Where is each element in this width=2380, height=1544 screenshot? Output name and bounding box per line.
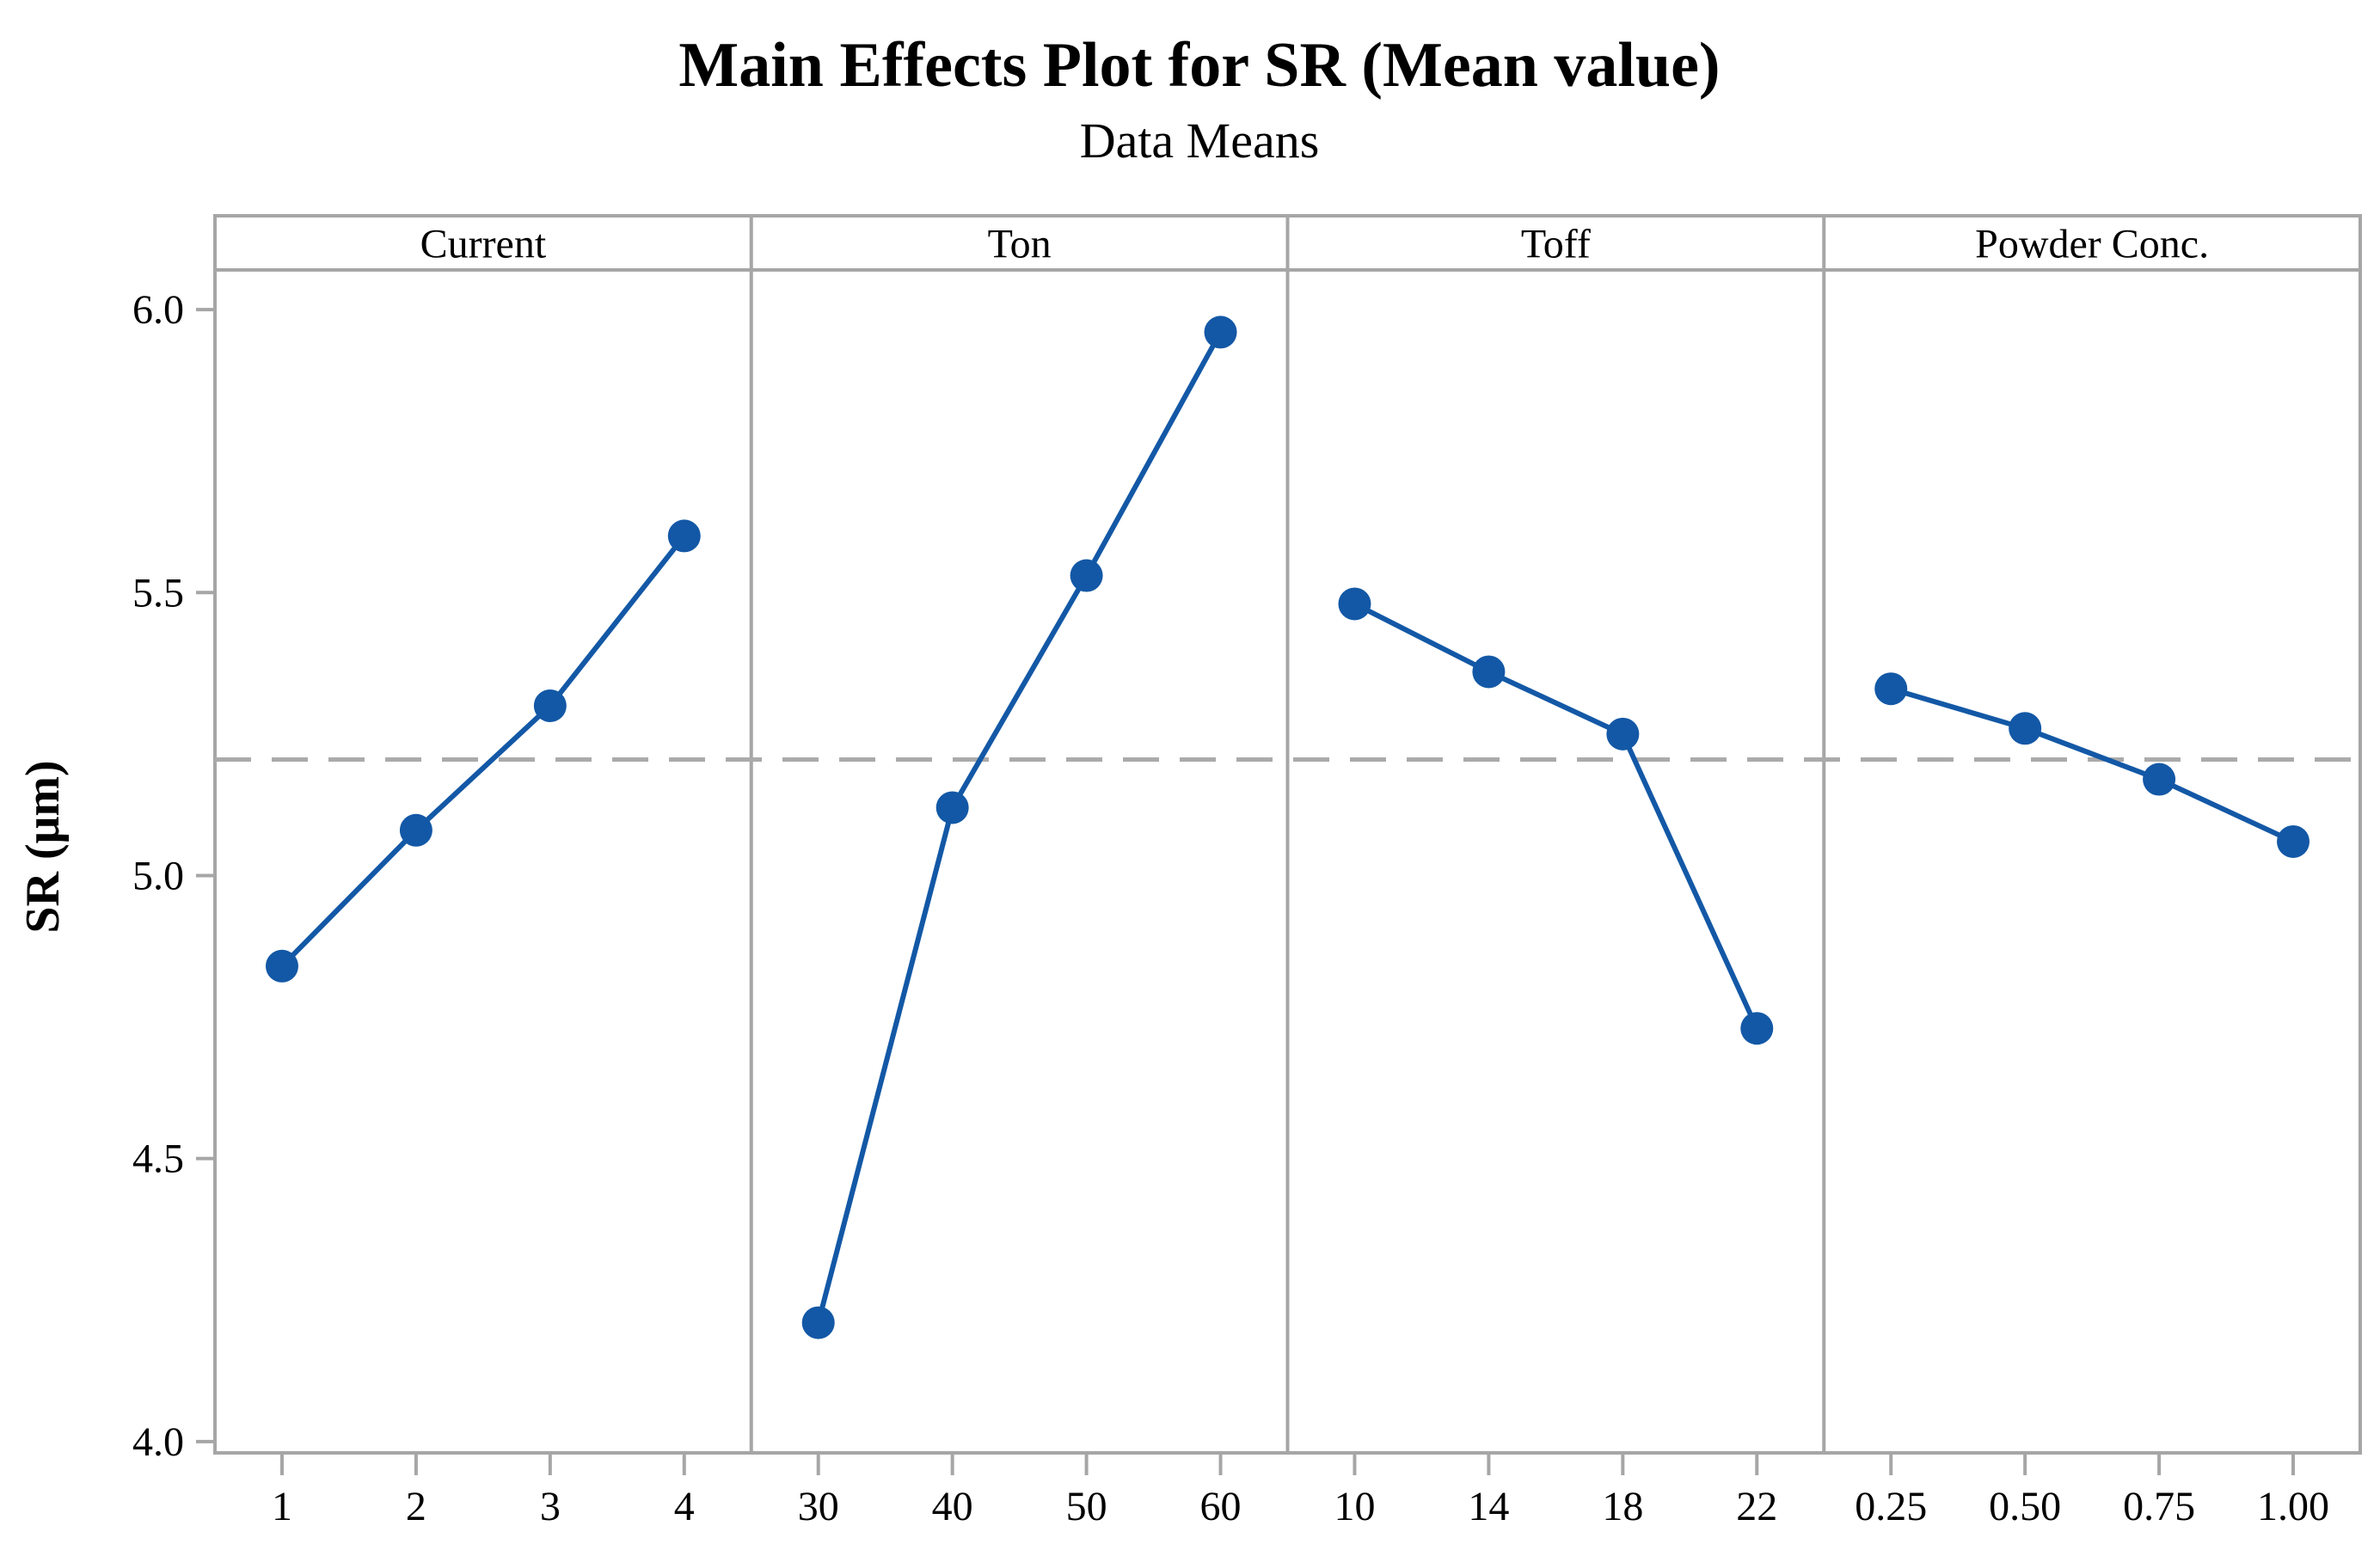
panel-header-label: Toff: [1521, 222, 1591, 267]
x-tick-label: 60: [1200, 1484, 1242, 1529]
series-line: [1353, 601, 1760, 1030]
data-point-marker: [265, 949, 298, 983]
y-tick-label: 4.0: [132, 1419, 184, 1465]
data-point-marker: [2143, 763, 2176, 796]
y-tick-label: 4.5: [132, 1137, 184, 1182]
x-axis-ticks-group: 1 2 3 4 30 40 50 60 10 14 18 22 0.25 0.50 0.75 1.00: [272, 1453, 2329, 1529]
x-tick-label: 10: [1334, 1484, 1375, 1529]
data-point-marker: [533, 689, 567, 722]
data-point-marker: [1606, 717, 1640, 751]
series-line: [815, 330, 1224, 1324]
series-line: [279, 534, 687, 968]
x-tick-label: 0.75: [2123, 1484, 2195, 1529]
series-line: [1890, 686, 2295, 844]
x-tick-label: 1: [272, 1484, 292, 1529]
x-tick-label: 18: [1602, 1484, 1643, 1529]
data-series-group: [265, 316, 2310, 1339]
data-point-marker: [1204, 316, 1237, 349]
y-tick-label: 5.0: [132, 853, 184, 898]
y-tick-label: 6.0: [132, 287, 184, 333]
data-point-marker: [1472, 655, 1506, 689]
x-tick-label: 0.25: [1855, 1484, 1927, 1529]
panel-header-label: Ton: [988, 222, 1052, 267]
data-point-marker: [1338, 587, 1371, 621]
panel-header-label: Powder Conc.: [1975, 222, 2209, 267]
x-tick-label: 30: [798, 1484, 839, 1529]
chart-title: Main Effects Plot for SR (Mean value): [678, 30, 1720, 101]
y-axis-label: SR (μm): [16, 760, 70, 933]
x-tick-label: 2: [406, 1484, 426, 1529]
panel-header-label: Current: [420, 222, 547, 267]
x-tick-label: 4: [674, 1484, 695, 1529]
data-point-marker: [1874, 672, 1908, 706]
x-tick-label: 14: [1468, 1484, 1509, 1529]
data-point-marker: [399, 813, 432, 847]
x-tick-label: 1.00: [2257, 1484, 2329, 1529]
y-axis-ticks-group: 6.0 5.5 5.0 4.5 4.0: [132, 287, 215, 1465]
data-point-marker: [801, 1306, 835, 1339]
data-point-marker: [1070, 559, 1103, 592]
x-tick-label: 22: [1736, 1484, 1777, 1529]
x-tick-label: 3: [540, 1484, 561, 1529]
panel-headers-group: Current Ton Toff Powder Conc.: [420, 222, 2210, 267]
data-point-marker: [935, 791, 969, 824]
data-point-marker: [667, 519, 701, 553]
x-tick-label: 50: [1066, 1484, 1107, 1529]
x-tick-label: 40: [932, 1484, 973, 1529]
y-tick-label: 5.5: [132, 570, 184, 616]
data-point-marker: [2277, 824, 2310, 858]
plot-border-group: [213, 214, 2362, 1455]
x-tick-label: 0.50: [1989, 1484, 2061, 1529]
data-point-marker: [2009, 712, 2042, 745]
chart-subtitle: Data Means: [1080, 113, 1320, 168]
data-point-marker: [1740, 1012, 1774, 1045]
